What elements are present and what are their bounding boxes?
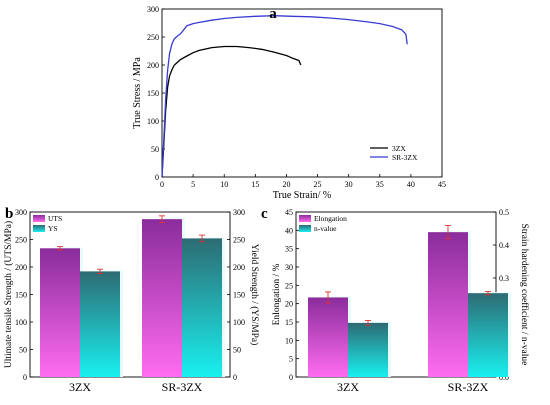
y-axis-label: True Stress / MPa [132, 57, 143, 129]
right-tick-label: 300 [233, 208, 245, 217]
legend-swatch [299, 225, 311, 232]
bar-uts [40, 248, 80, 377]
x-tick-label: 5 [191, 180, 195, 189]
x-tick-label: 35 [376, 180, 384, 189]
right-axis-label: Strain hardening coefficient / n-value [519, 224, 530, 366]
bar-n-value [348, 322, 388, 377]
right-tick-label: 250 [233, 236, 245, 245]
panel-c-elongation-bars: 0510152025303540450.00.10.20.30.40.5Enlo… [261, 206, 530, 394]
x-tick-label: 25 [314, 180, 322, 189]
y-tick-label: 50 [151, 145, 159, 154]
y-tick-label: 150 [147, 89, 159, 98]
category-label: SR-3ZX [448, 380, 489, 394]
category-label: 3ZX [337, 380, 359, 394]
left-axis-label: Enlongation / % [272, 264, 282, 326]
x-tick-label: 10 [220, 180, 228, 189]
series-line-sr-3zx [161, 15, 408, 178]
left-tick-label: 20 [285, 300, 293, 309]
left-tick-label: 5 [289, 355, 293, 364]
left-tick-label: 0 [289, 373, 293, 382]
legend-swatch [33, 225, 45, 232]
right-tick-label: 0.0 [499, 373, 509, 382]
left-tick-label: 250 [15, 236, 27, 245]
left-tick-label: 150 [15, 291, 27, 300]
panel-b-strength-bars: 050100150200250300050100150200250300Ulti… [3, 206, 260, 394]
bar-ys [182, 238, 222, 377]
series-line-3zx [161, 45, 302, 178]
bar-elongation [308, 297, 348, 377]
x-tick-label: 45 [438, 180, 446, 189]
right-tick-label: 0 [233, 373, 237, 382]
right-tick-label: 100 [233, 318, 245, 327]
right-tick-label: 0.5 [499, 208, 509, 217]
x-tick-label: 0 [160, 180, 164, 189]
right-axis-label: Yield Strength / (YS/MPa) [249, 244, 260, 346]
x-tick-label: 30 [345, 180, 353, 189]
left-tick-label: 45 [285, 208, 293, 217]
bar-uts [142, 219, 182, 377]
panel-letter: b [5, 206, 13, 222]
legend-label: n-value [314, 224, 337, 233]
y-tick-label: 250 [147, 33, 159, 42]
category-label: 3ZX [69, 380, 91, 394]
left-axis-label: Ultimate tensile Strength / (UTS/MPa) [3, 221, 14, 368]
bar-elongation [428, 232, 468, 377]
bar-n-value [468, 293, 508, 377]
x-axis-label: True Strain/ % [273, 190, 332, 201]
left-tick-label: 40 [285, 226, 293, 235]
legend-swatch [33, 215, 45, 222]
y-tick-label: 200 [147, 61, 159, 70]
legend-swatch [299, 215, 311, 222]
legend-label: SR-3ZX [392, 153, 418, 162]
left-tick-label: 15 [285, 318, 293, 327]
left-tick-label: 30 [285, 263, 293, 272]
left-tick-label: 200 [15, 263, 27, 272]
left-tick-label: 100 [15, 318, 27, 327]
left-tick-label: 300 [15, 208, 27, 217]
left-tick-label: 10 [285, 336, 293, 345]
left-tick-label: 50 [19, 346, 27, 355]
x-tick-label: 20 [282, 180, 290, 189]
category-label: SR-3ZX [162, 380, 203, 394]
x-tick-label: 15 [251, 180, 259, 189]
right-tick-label: 50 [233, 346, 241, 355]
legend-label: UTS [48, 214, 62, 223]
right-tick-label: 200 [233, 263, 245, 272]
y-tick-label: 0 [155, 173, 159, 182]
right-tick-label: 150 [233, 291, 245, 300]
y-tick-label: 100 [147, 117, 159, 126]
panel-letter: c [261, 206, 268, 222]
panel-a-stress-strain: 0 5 10 15 20 25 30 35 40 45 0 50 100 150 200 250 300 True… [132, 5, 446, 201]
left-tick-label: 25 [285, 281, 293, 290]
legend-label: Elongation [314, 214, 347, 223]
right-tick-label: 0.3 [499, 274, 509, 283]
legend-label: YS [48, 224, 58, 233]
bar-ys [80, 271, 120, 377]
left-tick-label: 0 [23, 373, 27, 382]
legend-label: 3ZX [392, 144, 406, 153]
right-tick-label: 0.4 [499, 241, 509, 250]
x-tick-label: 40 [407, 180, 415, 189]
y-tick-label: 300 [147, 5, 159, 14]
panel-letter: a [269, 6, 277, 22]
left-tick-label: 35 [285, 245, 293, 254]
